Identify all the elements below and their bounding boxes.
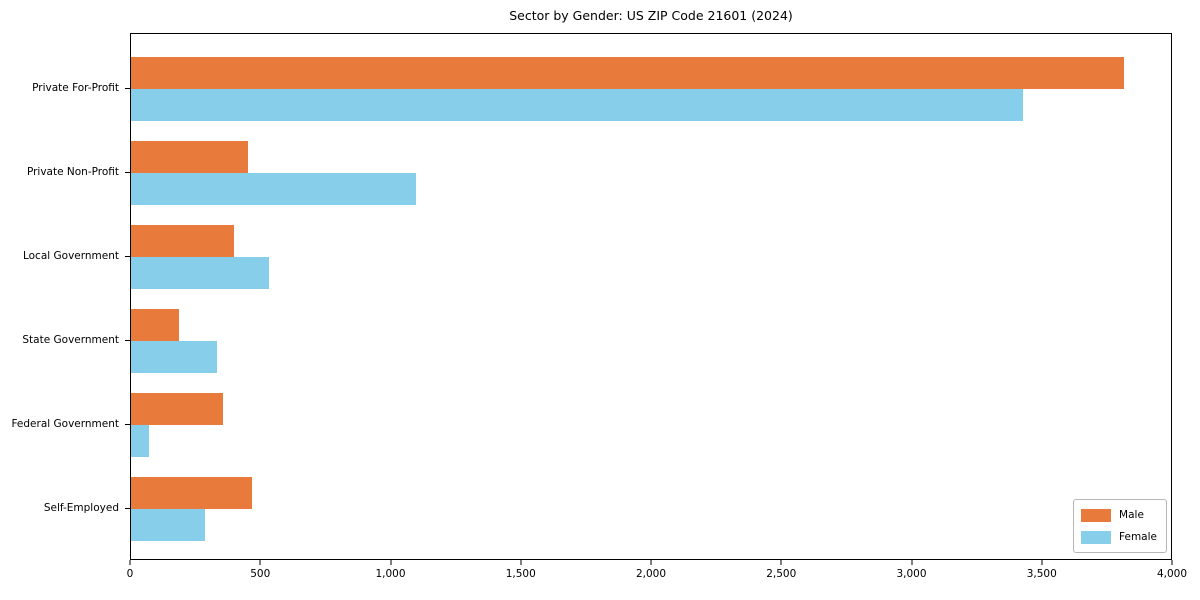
x-tick-mark [1171, 560, 1173, 565]
bars-layer [131, 34, 1171, 559]
x-tick-label-3-500: 3,500 [1026, 568, 1057, 580]
bar-female-private-non-profit [131, 173, 416, 205]
y-axis: Private For-Profit Private Non-Profit Loca… [0, 33, 130, 560]
bar-female-self-employed [131, 509, 206, 541]
x-tick-label-4-000: 4,000 [1156, 568, 1188, 580]
x-tick-mark [259, 560, 261, 565]
legend-label-female: Female [1119, 531, 1157, 543]
legend-swatch-male [1081, 508, 1112, 522]
bar-male-self-employed [131, 477, 252, 509]
x-tick-mark [390, 560, 391, 565]
y-tick-label-local-government: Local Government [22, 250, 119, 262]
x-tick-mark [520, 560, 522, 565]
y-tick-label-self-employed: Self-Employed [43, 502, 119, 514]
y-tick-label-federal-government: Federal Government [11, 418, 119, 430]
bar-male-federal-government [131, 393, 224, 425]
legend-row-female: Female [1081, 526, 1157, 548]
bar-female-state-government [131, 341, 217, 373]
chart-title: Sector by Gender: US ZIP Code 21601 (202… [509, 8, 793, 23]
y-tick-mark [125, 256, 130, 257]
bar-male-private-for-profit [131, 57, 1125, 89]
x-tick-label-500: 500 [250, 568, 271, 580]
y-tick-label-state-government: State Government [22, 334, 119, 346]
bar-female-federal-government [131, 425, 150, 457]
bar-female-private-for-profit [131, 89, 1023, 121]
x-tick-label-1-000: 1,000 [375, 568, 406, 580]
y-tick-label-private-for-profit: Private For-Profit [32, 82, 119, 94]
y-tick-mark [125, 340, 130, 341]
legend-label-male: Male [1119, 509, 1144, 521]
y-tick-mark [125, 424, 130, 425]
bar-male-private-non-profit [131, 141, 248, 173]
x-tick-mark [911, 560, 912, 565]
y-tick-mark [125, 172, 130, 173]
x-tick-label-2-500: 2,500 [766, 568, 797, 580]
x-tick-mark [129, 560, 131, 565]
y-tick-label-private-non-profit: Private Non-Profit [26, 166, 119, 178]
x-tick-label-3-000: 3,000 [896, 568, 927, 580]
x-tick-label-1-500: 1,500 [505, 568, 536, 580]
bar-male-local-government [131, 225, 234, 257]
bar-female-local-government [131, 257, 269, 289]
x-tick-mark [650, 560, 652, 565]
legend-row-male: Male [1081, 504, 1157, 526]
y-tick-mark [125, 508, 130, 509]
bar-male-state-government [131, 309, 180, 341]
x-tick-label-0: 0 [126, 568, 134, 580]
legend: Male Female [1073, 499, 1167, 553]
legend-swatch-female [1081, 530, 1112, 544]
plot-area: Male Female [130, 33, 1172, 560]
y-tick-mark [125, 88, 130, 89]
x-tick-mark [1041, 560, 1043, 565]
x-axis: 0 500 1,000 1,500 2,000 2,500 3,000 3,500 4,000 [126, 560, 1187, 590]
x-tick-label-2-000: 2,000 [635, 568, 667, 580]
x-tick-mark [780, 560, 782, 565]
